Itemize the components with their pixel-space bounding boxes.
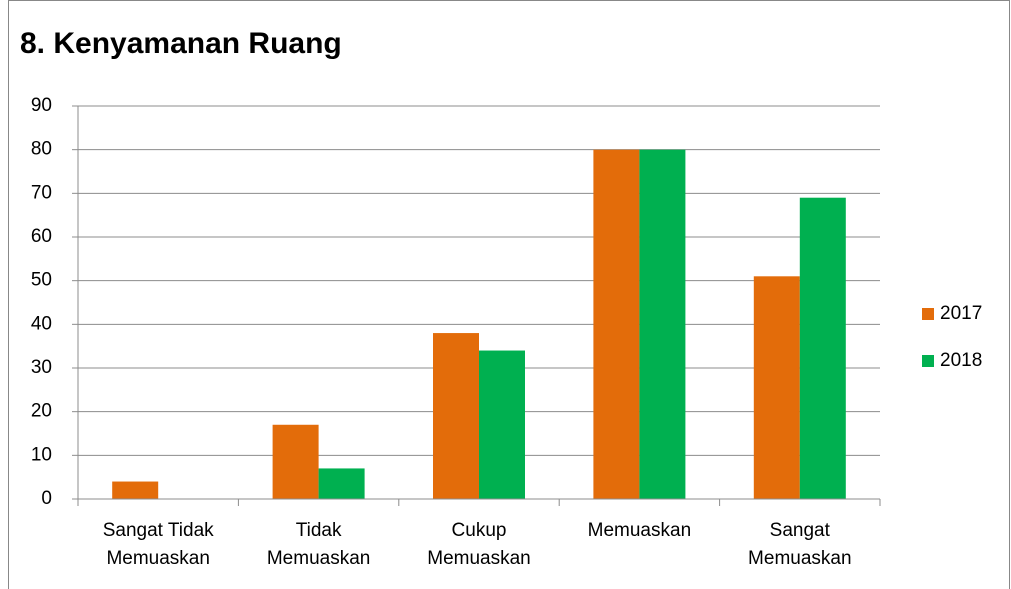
bar <box>639 149 686 499</box>
bar <box>799 197 846 499</box>
y-tick-label: 70 <box>31 182 52 203</box>
x-tick-label: Memuaskan <box>587 520 692 541</box>
bar <box>593 149 640 499</box>
x-tick-label: Sangat Memuaskan <box>748 520 852 569</box>
x-tick-label: Tidak Memuaskan <box>266 520 371 569</box>
bar <box>272 424 319 499</box>
bar <box>479 350 525 499</box>
y-tick-label: 0 <box>41 488 52 509</box>
y-tick-label: 10 <box>31 444 52 465</box>
legend-label: 2017 <box>940 303 982 324</box>
y-tick-label: 40 <box>31 313 52 334</box>
legend-label: 2018 <box>940 350 982 371</box>
y-tick-label: 90 <box>31 95 52 116</box>
chart-title: 8. Kenyamanan Ruang <box>20 27 342 60</box>
x-tick-label: Sangat Tidak Memuaskan <box>102 520 214 569</box>
frame <box>8 0 1010 589</box>
bar <box>112 481 159 499</box>
y-tick-label: 20 <box>31 401 52 422</box>
legend-swatch <box>922 308 934 320</box>
bar <box>753 276 800 499</box>
x-tick-label: Cukup Memuaskan <box>427 520 531 569</box>
legend-swatch <box>922 355 934 367</box>
y-tick-label: 60 <box>31 226 52 247</box>
y-tick-label: 50 <box>31 270 52 291</box>
bar <box>318 468 365 499</box>
bar <box>433 333 479 499</box>
y-tick-label: 80 <box>31 139 52 160</box>
y-tick-label: 30 <box>31 357 52 378</box>
